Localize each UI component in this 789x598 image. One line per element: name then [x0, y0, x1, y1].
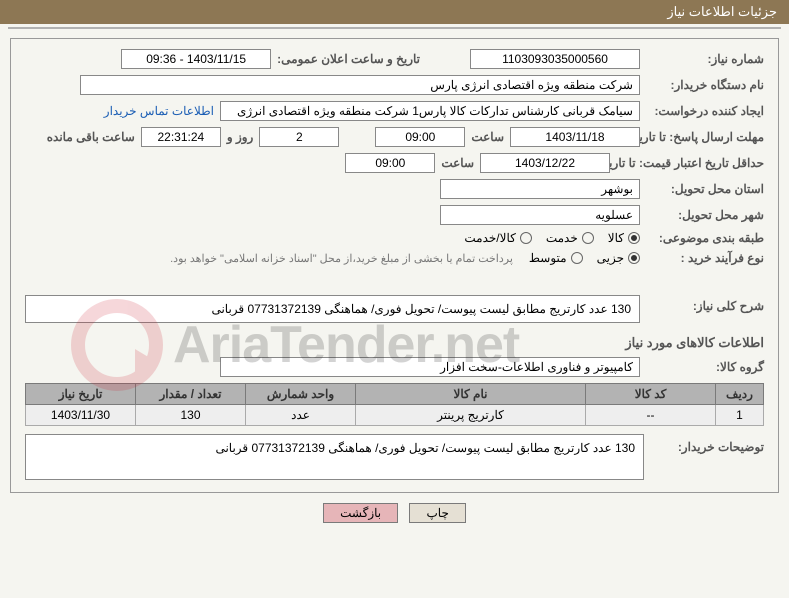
radio-dot-icon [582, 232, 594, 244]
row-overall: شرح کلی نیاز: 130 عدد کارتریج مطابق لیست… [25, 295, 764, 323]
remaining-word: ساعت باقی مانده [47, 130, 135, 144]
buyer-value: شرکت منطقه ویژه اقتصادی انرژی پارس [80, 75, 640, 95]
category-label: طبقه بندی موضوعی: [646, 231, 764, 245]
city-value: عسلویه [440, 205, 640, 225]
validity-label: حداقل تاریخ اعتبار قیمت: تا تاریخ: [616, 156, 764, 170]
need-no-value: 1103093035000560 [470, 49, 640, 69]
th-unit: واحد شمارش [246, 384, 356, 405]
row-ptype: نوع فرآیند خرید : جزیی متوسط پرداخت تمام… [25, 251, 764, 265]
radio-mixed-label: کالا/خدمت [464, 231, 515, 245]
radio-jozi[interactable]: جزیی [597, 251, 640, 265]
radio-khedmat[interactable]: خدمت [546, 231, 594, 245]
radio-kala-label: کالا [608, 231, 624, 245]
validity-time: 09:00 [345, 153, 435, 173]
radio-dot-icon [571, 252, 583, 264]
separator [8, 27, 781, 29]
radio-dot-icon [628, 252, 640, 264]
td-code: -- [586, 405, 716, 426]
radio-motavaset[interactable]: متوسط [529, 251, 583, 265]
row-requester: ایجاد کننده درخواست: سیامک قربانی کارشنا… [25, 101, 764, 121]
row-city: شهر محل تحویل: عسلویه [25, 205, 764, 225]
items-title: اطلاعات کالاهای مورد نیاز [25, 335, 764, 351]
countdown: 22:31:24 [141, 127, 221, 147]
table-header-row: ردیف کد کالا نام کالا واحد شمارش تعداد /… [26, 384, 764, 405]
row-need-no: شماره نیاز: 1103093035000560 تاریخ و ساع… [25, 49, 764, 69]
deadline-date: 1403/11/18 [510, 127, 640, 147]
radio-dot-icon [520, 232, 532, 244]
td-date: 1403/11/30 [26, 405, 136, 426]
row-group: گروه کالا: کامپیوتر و فناوری اطلاعات-سخت… [25, 357, 764, 377]
row-buyer: نام دستگاه خریدار: شرکت منطقه ویژه اقتصا… [25, 75, 764, 95]
time-label-1: ساعت [471, 130, 504, 144]
radio-mixed[interactable]: کالا/خدمت [464, 231, 531, 245]
buyer-label: نام دستگاه خریدار: [646, 78, 764, 92]
page-title: جزئیات اطلاعات نیاز [667, 4, 777, 19]
radio-dot-icon [628, 232, 640, 244]
th-row: ردیف [716, 384, 764, 405]
overall-desc: 130 عدد کارتریج مطابق لیست پیوست/ تحویل … [25, 295, 640, 323]
ptype-radios: جزیی متوسط [529, 251, 640, 265]
print-button[interactable]: چاپ [409, 503, 465, 523]
radio-jozi-label: جزیی [597, 251, 624, 265]
form-box: AriaTender.net شماره نیاز: 1103093035000… [10, 38, 779, 493]
items-table: ردیف کد کالا نام کالا واحد شمارش تعداد /… [25, 383, 764, 426]
content: AriaTender.net شماره نیاز: 1103093035000… [0, 32, 789, 529]
requester-label: ایجاد کننده درخواست: [646, 104, 764, 118]
page-root: جزئیات اطلاعات نیاز AriaTender.net شماره… [0, 0, 789, 598]
ptype-label: نوع فرآیند خرید : [646, 251, 764, 265]
td-unit: عدد [246, 405, 356, 426]
page-title-bar: جزئیات اطلاعات نیاز [0, 0, 789, 24]
th-date: تاریخ نیاز [26, 384, 136, 405]
notes-value: 130 عدد کارتریج مطابق لیست پیوست/ تحویل … [25, 434, 644, 480]
need-no-label: شماره نیاز: [646, 52, 764, 66]
days-remaining: 2 [259, 127, 339, 147]
group-value: کامپیوتر و فناوری اطلاعات-سخت افزار [220, 357, 640, 377]
row-province: استان محل تحویل: بوشهر [25, 179, 764, 199]
row-notes: توضیحات خریدار: 130 عدد کارتریج مطابق لی… [25, 434, 764, 480]
category-radios: کالا خدمت کالا/خدمت [464, 231, 640, 245]
validity-date: 1403/12/22 [480, 153, 610, 173]
radio-kala[interactable]: کالا [608, 231, 640, 245]
group-label: گروه کالا: [646, 360, 764, 374]
overall-label: شرح کلی نیاز: [646, 295, 764, 313]
city-label: شهر محل تحویل: [646, 208, 764, 222]
announce-value: 1403/11/15 - 09:36 [121, 49, 271, 69]
row-deadline: مهلت ارسال پاسخ: تا تاریخ: 1403/11/18 سا… [25, 127, 764, 147]
requester-value: سیامک قربانی کارشناس تدارکات کالا پارس1 … [220, 101, 640, 121]
td-row: 1 [716, 405, 764, 426]
time-label-2: ساعت [441, 156, 474, 170]
button-row: چاپ بازگشت [10, 503, 779, 523]
contact-link[interactable]: اطلاعات تماس خریدار [104, 104, 214, 118]
radio-khedmat-label: خدمت [546, 231, 578, 245]
announce-label: تاریخ و ساعت اعلان عمومی: [277, 52, 420, 66]
th-code: کد کالا [586, 384, 716, 405]
deadline-time: 09:00 [375, 127, 465, 147]
province-value: بوشهر [440, 179, 640, 199]
row-category: طبقه بندی موضوعی: کالا خدمت کالا/خدمت [25, 231, 764, 245]
payment-note: پرداخت تمام یا بخشی از مبلغ خرید،از محل … [170, 252, 513, 265]
th-qty: تعداد / مقدار [136, 384, 246, 405]
table-row: 1 -- کارتریج پرینتر عدد 130 1403/11/30 [26, 405, 764, 426]
notes-label: توضیحات خریدار: [654, 434, 764, 480]
days-word: روز و [227, 130, 254, 144]
province-label: استان محل تحویل: [646, 182, 764, 196]
row-validity: حداقل تاریخ اعتبار قیمت: تا تاریخ: 1403/… [25, 153, 764, 173]
back-button[interactable]: بازگشت [323, 503, 398, 523]
deadline-label: مهلت ارسال پاسخ: تا تاریخ: [646, 130, 764, 144]
th-name: نام کالا [356, 384, 586, 405]
radio-motavaset-label: متوسط [529, 251, 567, 265]
td-name: کارتریج پرینتر [356, 405, 586, 426]
td-qty: 130 [136, 405, 246, 426]
